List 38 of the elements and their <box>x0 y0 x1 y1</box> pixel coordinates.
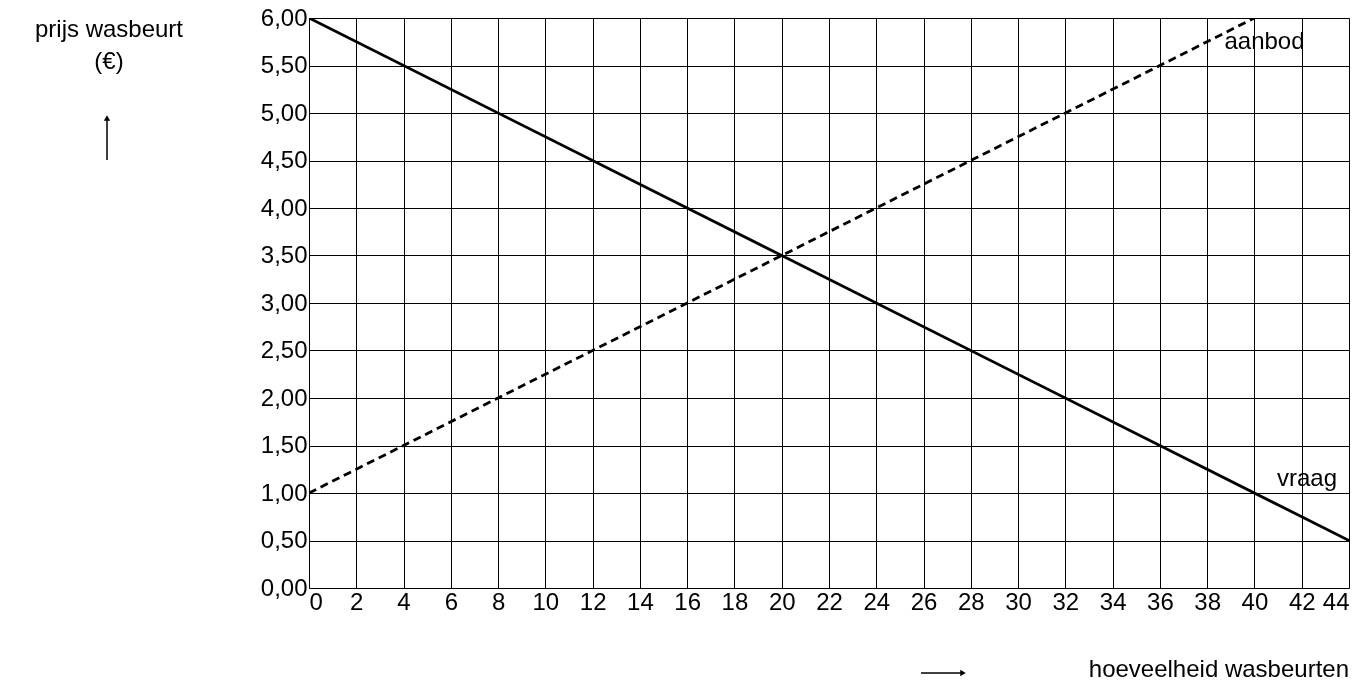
y-tick-label: 5,00 <box>260 98 308 126</box>
x-tick-label: 4 <box>397 587 411 615</box>
y-axis-title: prijs wasbeurt (€) <box>34 15 184 74</box>
x-tick-label: 20 <box>768 587 796 615</box>
x-tick-label: 34 <box>1099 587 1127 615</box>
x-tick-label: 8 <box>491 587 506 615</box>
x-tick-label: 30 <box>1005 587 1032 615</box>
y-tick-label: 4,50 <box>260 146 308 173</box>
x-tick-label: 22 <box>816 587 843 615</box>
x-tick-label: 38 <box>1194 587 1222 615</box>
y-tick-label: 3,50 <box>260 241 308 268</box>
y-tick-label: 2,50 <box>260 336 308 363</box>
x-tick-label: 14 <box>627 587 654 615</box>
x-tick-label: 44 <box>1322 587 1350 615</box>
y-tick-label: 1,50 <box>260 431 308 458</box>
x-tick-label: 6 <box>444 587 458 615</box>
y-tick-label: 6,00 <box>260 3 308 31</box>
y-tick-label: 1,00 <box>260 478 308 506</box>
x-tick-label: 40 <box>1241 587 1269 615</box>
y-tick-label: 2,00 <box>260 383 308 411</box>
x-tick-label: 18 <box>721 587 749 615</box>
x-tick-label: 12 <box>579 587 607 615</box>
x-axis-title: hoeveelheid wasbeurten <box>1088 655 1349 682</box>
y-tick-label: 0,50 <box>260 526 308 553</box>
x-tick-label: 26 <box>910 587 938 615</box>
x-tick-label: 36 <box>1147 587 1174 615</box>
x-tick-label: 24 <box>863 587 891 615</box>
y-tick-label: 4,00 <box>260 193 308 221</box>
x-tick-label: 0 <box>309 587 323 615</box>
y-tick-label: 0,00 <box>260 573 308 601</box>
x-tick-label: 10 <box>532 587 560 615</box>
x-tick-label: 28 <box>957 587 985 615</box>
y-tick-label: 3,00 <box>260 288 308 316</box>
y-tick-label: 5,50 <box>260 51 308 78</box>
x-tick-label: 42 <box>1288 587 1316 615</box>
x-tick-label: 32 <box>1052 587 1080 615</box>
x-tick-label: 16 <box>674 587 702 615</box>
x-tick-label: 2 <box>350 587 364 615</box>
